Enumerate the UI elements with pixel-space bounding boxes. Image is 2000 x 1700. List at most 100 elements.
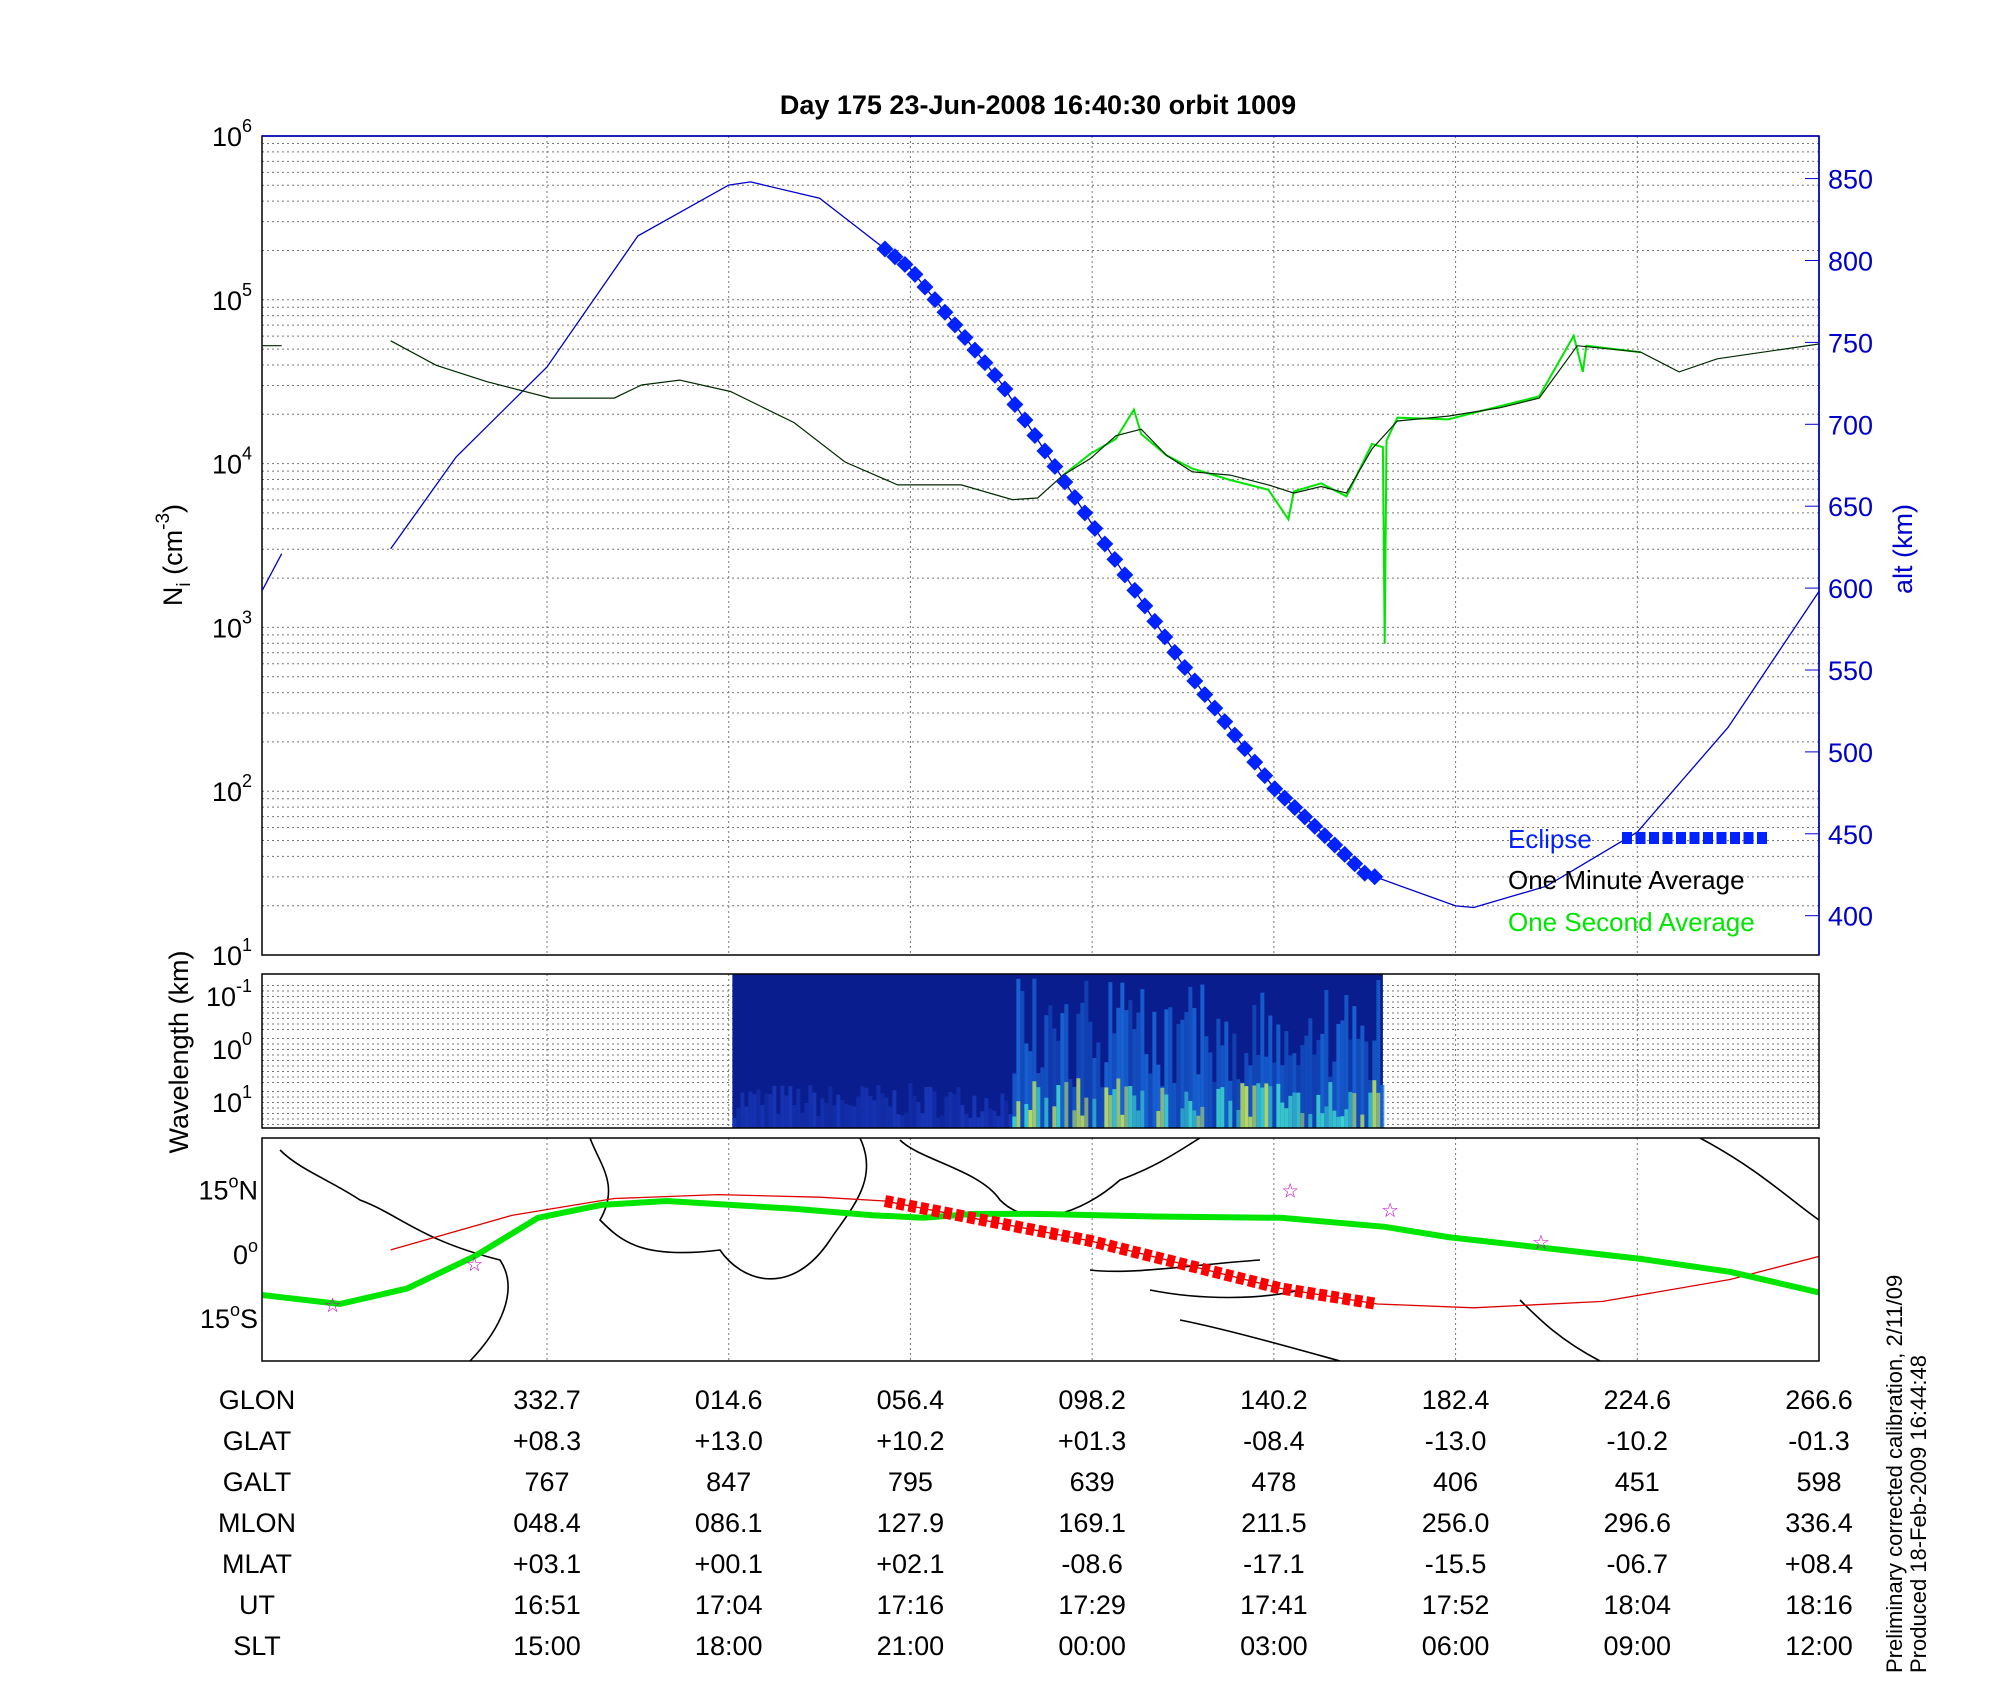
spectrogram-column-hot [1240, 1083, 1245, 1128]
y-tick-label-left: 102 [212, 771, 252, 807]
spectrogram-column-hot [1052, 1106, 1057, 1128]
spectrogram-column-hot [1276, 1083, 1281, 1128]
spectrogram-column-hot [1368, 1092, 1373, 1128]
spectrogram-column [1224, 1021, 1229, 1128]
eclipse-marker [966, 341, 984, 359]
spectrogram-column-hot [1280, 1102, 1285, 1128]
tick-exponent: -1 [236, 976, 252, 996]
table-cell: 296.6 [1603, 1508, 1671, 1538]
spectrogram-column [964, 1113, 969, 1128]
y-tick-label: 100 [212, 1029, 252, 1065]
tick-base: 10 [212, 941, 242, 971]
spectrogram-column [1012, 1073, 1017, 1128]
degree-symbol: o [248, 1236, 258, 1256]
table-row-label: SLT [233, 1631, 281, 1661]
spectrogram-column [848, 1105, 853, 1128]
spectrogram-column [836, 1094, 841, 1128]
label-unit: (cm [158, 530, 188, 582]
eclipse-marker [1326, 836, 1344, 854]
spectrogram-column [764, 1093, 769, 1128]
spectrogram-column-hot [1248, 1116, 1253, 1128]
star-icon: ☆ [1281, 1180, 1299, 1202]
eclipse-marker [1206, 699, 1224, 717]
spectrogram-column-hot [1024, 1103, 1029, 1128]
spectrogram-column [856, 1096, 861, 1128]
table-row-label: MLAT [222, 1549, 292, 1579]
spectrogram-column [920, 1113, 925, 1128]
spectrogram-column [1004, 1100, 1009, 1128]
spectrogram-column-hot [1076, 1078, 1081, 1128]
spectrogram-column [740, 1092, 745, 1128]
eclipse-marker [1226, 726, 1244, 744]
spectrogram-column-hot [1028, 1110, 1033, 1128]
eclipse-marker [1116, 566, 1134, 584]
spectrogram-column [1136, 1012, 1141, 1128]
spectrogram-column [908, 1083, 913, 1128]
tick-exponent: 1 [242, 1082, 252, 1102]
table-cell: 16:51 [513, 1590, 581, 1620]
eclipse-marker [1136, 597, 1154, 615]
spectrogram-column [1268, 1015, 1273, 1128]
spectrogram-column-hot [1072, 1110, 1077, 1128]
spectrogram-column-hot [1156, 1110, 1161, 1128]
spectrogram-column [984, 1098, 989, 1128]
spectrogram-column-hot [1124, 1086, 1129, 1128]
eclipse-marker [1316, 827, 1334, 845]
spectrogram-column [968, 1117, 973, 1128]
y-tick-label-right: 800 [1828, 246, 1873, 276]
eclipse-marker [1036, 442, 1054, 460]
table-cell: 767 [524, 1467, 569, 1497]
spectrogram-column [956, 1087, 961, 1128]
spectrogram-column-hot [1256, 1083, 1261, 1128]
legend-eclipse-marker [1757, 832, 1767, 844]
spectrogram-column [1200, 984, 1205, 1128]
eclipse-marker [1106, 550, 1124, 568]
eclipse-marker [976, 354, 994, 372]
spectrogram-column [1196, 1074, 1201, 1128]
eclipse-marker [1366, 868, 1384, 886]
table-cell: 06:00 [1422, 1631, 1490, 1661]
spectrogram-column [1024, 1043, 1029, 1128]
table-cell: 211.5 [1241, 1508, 1307, 1538]
spectrogram-column-hot [1192, 1110, 1197, 1128]
eclipse-marker [1276, 789, 1294, 807]
spectrogram-column-hot [1292, 1092, 1297, 1128]
tick-exponent: 6 [242, 116, 252, 136]
table-cell: 169.1 [1058, 1508, 1126, 1538]
tick-exponent: 0 [242, 1029, 252, 1049]
lat-value: 15 [198, 1175, 228, 1205]
spectrogram-column [1152, 1011, 1157, 1128]
ephemeris-table: GLON 332.7 014.6 056.4 098.2 140.2 182.4 224.6 2… [218, 1385, 1853, 1661]
spectrogram-column [1164, 1009, 1169, 1128]
spectrogram-column [1040, 1067, 1045, 1128]
table-cell: -17.1 [1243, 1549, 1305, 1579]
legend-eclipse-label: Eclipse [1508, 824, 1592, 854]
spectrogram-column-hot [1064, 1082, 1069, 1128]
magnetic-footprint-track [262, 1197, 1819, 1308]
eclipse-marker [996, 380, 1014, 398]
eclipse-marker [936, 303, 954, 321]
table-row-label: MLON [218, 1508, 296, 1538]
spectrogram-column [1216, 1018, 1221, 1128]
spectrogram-column [760, 1104, 765, 1128]
spectrogram-column-hot [1216, 1088, 1221, 1128]
plot-area [262, 181, 1819, 909]
legend-eclipse-marker [1676, 832, 1686, 844]
spectrogram-column [788, 1086, 793, 1128]
spectrogram-column-hot [1376, 1092, 1381, 1128]
table-cell: 795 [888, 1467, 933, 1497]
spectrogram-column [1044, 1015, 1049, 1128]
spectrogram-column [976, 1117, 981, 1128]
spectrogram-column [1120, 982, 1125, 1128]
spectrogram-column-hot [1268, 1086, 1273, 1128]
tick-base: 10 [212, 1088, 242, 1118]
table-cell: 598 [1796, 1467, 1841, 1497]
eclipse-marker [1176, 659, 1194, 677]
spectrogram-column-hot [1120, 1114, 1125, 1128]
spectrogram-column [772, 1085, 777, 1128]
spectrogram-column [1132, 1029, 1137, 1128]
spectrogram-column-hot [1012, 1116, 1017, 1128]
legend-eclipse-marker [1662, 832, 1673, 844]
eclipse-marker [946, 316, 964, 334]
